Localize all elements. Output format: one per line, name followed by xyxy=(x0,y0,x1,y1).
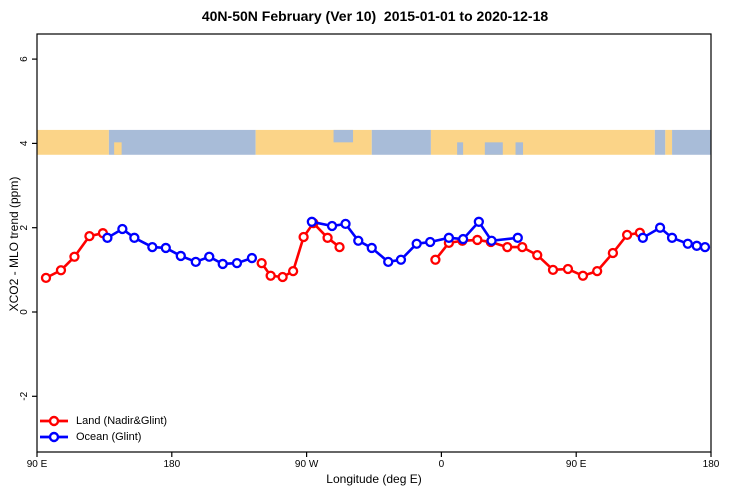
x-tick-label: 180 xyxy=(163,459,180,470)
map-strip-ocean-segment xyxy=(654,129,666,155)
plot-border xyxy=(36,33,712,453)
data-point-marker xyxy=(654,222,666,233)
data-point-marker xyxy=(383,256,394,267)
legend-row-ocean: Ocean (Glint) xyxy=(40,429,167,445)
x-tick-label: 90 E xyxy=(566,459,587,470)
map-strip-ocean-segment xyxy=(672,129,711,155)
data-point-marker xyxy=(562,263,574,275)
data-point-marker xyxy=(246,252,258,264)
data-point-marker xyxy=(204,251,215,262)
data-point-marker xyxy=(102,232,113,243)
legend-sample-ocean-icon xyxy=(40,431,68,443)
data-point-marker xyxy=(637,232,649,243)
data-point-marker xyxy=(699,241,711,253)
data-point-marker xyxy=(457,233,469,245)
data-point-marker xyxy=(682,238,693,249)
data-point-marker xyxy=(502,241,513,253)
data-point-marker xyxy=(472,234,483,246)
data-point-marker xyxy=(40,272,52,284)
x-tick-label: 90 W xyxy=(295,459,319,470)
data-point-marker xyxy=(265,270,276,281)
data-point-marker xyxy=(547,264,559,276)
map-strip-ocean-segment xyxy=(371,129,431,155)
data-point-marker xyxy=(666,232,678,243)
y-tick-label: 6 xyxy=(19,56,30,62)
data-point-marker xyxy=(69,251,80,262)
data-point-marker xyxy=(607,247,619,259)
data-point-marker xyxy=(287,265,299,277)
data-point-marker xyxy=(84,230,95,242)
map-strip-ocean-segment xyxy=(333,129,354,143)
data-point-marker xyxy=(443,232,455,243)
map-strip-land-segment xyxy=(255,129,372,155)
data-point-marker xyxy=(425,236,436,248)
map-strip-land-segment xyxy=(114,142,122,155)
map-strip-ocean-segment xyxy=(484,142,503,155)
y-tick-label: -2 xyxy=(19,391,30,400)
data-point-marker xyxy=(517,241,528,253)
chart-title: 40N-50N February (Ver 10) 2015-01-01 to … xyxy=(201,8,549,24)
legend-label-ocean: Ocean (Glint) xyxy=(76,431,142,443)
x-tick-label: 180 xyxy=(703,459,720,470)
data-point-marker xyxy=(512,232,523,243)
data-point-marker xyxy=(231,257,243,269)
data-point-marker xyxy=(691,240,702,251)
map-strip-ocean-segment xyxy=(515,142,524,155)
data-point-marker xyxy=(353,235,364,246)
data-point-marker xyxy=(430,254,441,265)
map-strip-land-segment xyxy=(665,129,673,155)
data-point-marker xyxy=(411,238,422,249)
legend-row-land: Land (Nadir&Glint) xyxy=(40,413,167,429)
data-point-marker xyxy=(621,229,633,241)
data-point-marker xyxy=(306,216,317,227)
data-point-marker xyxy=(326,220,338,232)
data-point-marker xyxy=(486,235,497,246)
data-point-marker xyxy=(160,242,171,254)
data-point-marker xyxy=(366,242,377,254)
data-point-marker xyxy=(532,249,543,261)
data-point-marker xyxy=(298,231,309,243)
data-point-marker xyxy=(175,250,186,262)
data-point-marker xyxy=(340,218,351,230)
data-point-marker xyxy=(473,216,484,227)
y-tick-label: 2 xyxy=(19,224,30,230)
data-point-marker xyxy=(129,232,140,243)
legend: Land (Nadir&Glint) Ocean (Glint) xyxy=(40,413,167,445)
data-point-marker xyxy=(322,232,333,243)
data-point-marker xyxy=(55,265,67,276)
data-point-marker xyxy=(334,241,345,253)
y-tick-label: 4 xyxy=(19,140,30,146)
data-point-marker xyxy=(256,257,267,269)
data-point-marker xyxy=(577,270,589,281)
legend-label-land: Land (Nadir&Glint) xyxy=(76,415,168,427)
series-line xyxy=(260,221,341,279)
map-strip-land-segment xyxy=(37,129,109,155)
x-tick-label: 0 xyxy=(439,459,445,470)
map-strip-ocean-segment xyxy=(457,142,464,155)
data-point-marker xyxy=(277,271,288,283)
data-point-marker xyxy=(190,256,201,267)
data-point-marker xyxy=(592,265,603,277)
data-point-marker xyxy=(217,258,228,270)
y-tick-label: 0 xyxy=(19,309,30,315)
x-axis-label: Longitude (deg E) xyxy=(326,472,422,486)
y-axis-label: XCO2 - MLO trend (ppm) xyxy=(7,176,21,312)
x-tick-label: 90 E xyxy=(27,459,48,470)
data-point-marker xyxy=(147,241,158,253)
map-strip-ocean-segment xyxy=(108,129,256,155)
data-point-marker xyxy=(117,223,128,235)
legend-sample-land-icon xyxy=(40,415,68,427)
map-strip-land-segment xyxy=(430,129,655,155)
data-point-marker xyxy=(395,254,407,265)
